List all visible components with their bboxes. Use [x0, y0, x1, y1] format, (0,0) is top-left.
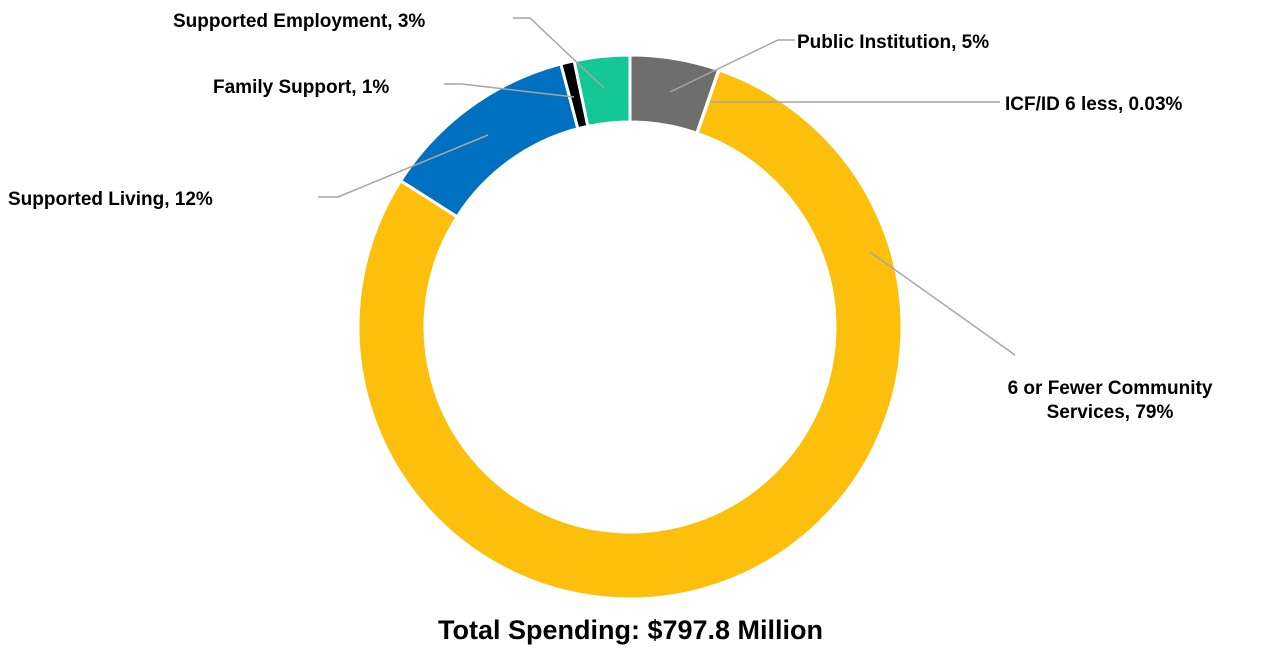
total-spending-caption: Total Spending: $797.8 Million [437, 615, 824, 645]
donut-chart-svg: Public Institution, 5% ICF/ID 6 less, 0.0… [8, 11, 1213, 601]
data-label-family-support: Family Support, 1% [213, 77, 389, 98]
data-label-icf-id-6-less: ICF/ID 6 less, 0.03% [1005, 94, 1183, 115]
leader-line-6-or-fewer-community-services [869, 251, 1016, 356]
data-label-supported-living: Supported Living, 12% [8, 189, 213, 210]
data-label-6-or-fewer-community-services-line-1: 6 or Fewer Community [1008, 378, 1213, 399]
data-label-6-or-fewer-community-services-line-2: Services, 79% [1047, 402, 1174, 423]
leader-line-public-institution [669, 39, 795, 93]
leader-line-supported-employment [513, 17, 605, 89]
leader-line-family-support [444, 83, 575, 98]
leader-line-supported-living [318, 134, 489, 198]
data-label-public-institution: Public Institution, 5% [797, 32, 989, 53]
slice-6-or-fewer-community-services [356, 68, 904, 601]
data-label-supported-employment: Supported Employment, 3% [173, 11, 425, 32]
